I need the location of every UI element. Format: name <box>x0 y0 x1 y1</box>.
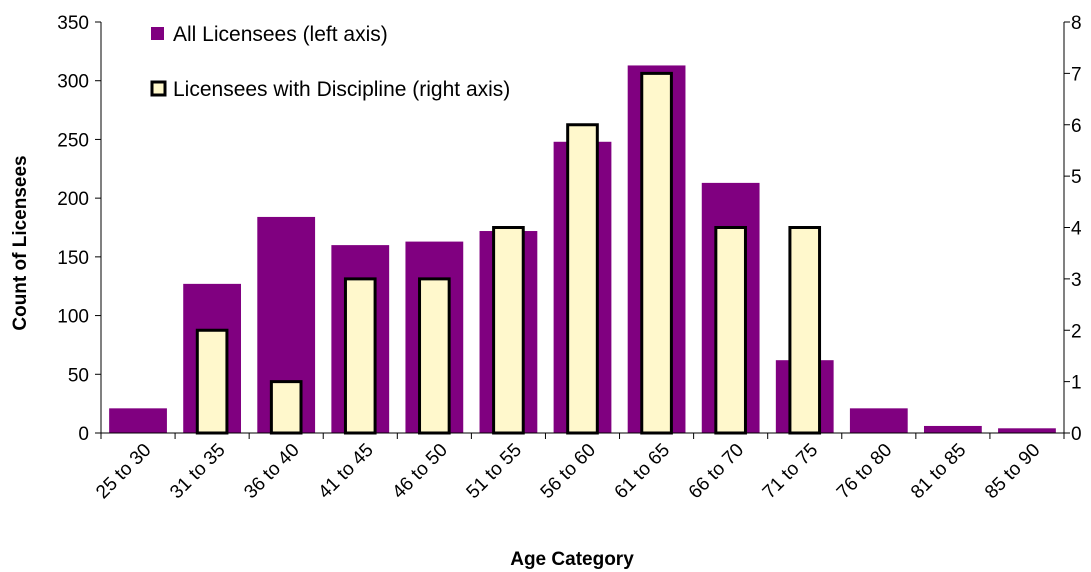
left-tick-label: 50 <box>68 365 89 386</box>
right-tick-label: 5 <box>1071 167 1082 188</box>
bar-discipline-5 <box>418 277 451 435</box>
legend: All Licensees (left axis) Licensees with… <box>150 23 510 101</box>
bar-discipline-4 <box>343 277 377 435</box>
left-tick-label: 250 <box>57 130 89 151</box>
right-tick-label: 7 <box>1071 64 1082 85</box>
x-tick-label: 41 to 45 <box>314 440 377 503</box>
x-tick-label: 56 to 60 <box>537 440 600 503</box>
y-axis-title: Count of Licensees <box>10 155 31 330</box>
x-tick-label: 71 to 75 <box>759 440 822 503</box>
right-tick-label: 0 <box>1071 424 1082 445</box>
right-tick-label: 8 <box>1071 13 1082 34</box>
x-tick-label: 61 to 65 <box>611 440 674 503</box>
bar-discipline-3 <box>269 380 303 435</box>
x-tick-label: 51 to 55 <box>463 440 526 503</box>
bar-discipline-10 <box>788 226 822 435</box>
left-tick-label: 350 <box>57 13 89 34</box>
bar-discipline-9 <box>714 226 747 435</box>
x-tick-label: 76 to 80 <box>833 440 896 503</box>
bar-all-licensees-1 <box>109 408 167 433</box>
left-tick-label: 200 <box>57 189 89 210</box>
x-tick-label: 25 to 30 <box>92 440 155 503</box>
bar-discipline-7 <box>566 123 599 435</box>
x-tick-label: 85 to 90 <box>981 440 1044 503</box>
left-tick-label: 300 <box>57 72 89 93</box>
axes <box>95 21 1070 439</box>
right-tick-label: 4 <box>1071 219 1082 240</box>
x-axis-title: Age Category <box>510 549 634 570</box>
bar-discipline-6 <box>492 226 525 435</box>
x-tick-label: 36 to 40 <box>240 440 303 503</box>
x-tick-label: 81 to 85 <box>907 440 970 503</box>
bar-all-licensees-11 <box>849 408 908 433</box>
legend-swatch-all-licensees <box>151 27 164 40</box>
left-tick-label: 100 <box>57 307 89 328</box>
x-tick-label: 31 to 35 <box>166 440 229 503</box>
legend-label-all-licensees: All Licensees (left axis) <box>173 23 388 46</box>
legend-label-discipline: Licensees with Discipline (right axis) <box>173 78 510 101</box>
x-tick-label: 46 to 50 <box>388 440 451 503</box>
bar-all-licensees-13 <box>998 428 1056 433</box>
bar-discipline-2 <box>195 328 229 435</box>
right-tick-label: 1 <box>1071 373 1082 394</box>
right-tick-label: 3 <box>1071 270 1082 291</box>
bar-discipline-8 <box>640 71 673 435</box>
left-tick-label: 0 <box>78 424 89 445</box>
legend-swatch-discipline <box>150 80 167 97</box>
right-tick-label: 6 <box>1071 116 1082 137</box>
bar-all-licensees-12 <box>923 425 982 433</box>
left-tick-label: 150 <box>57 248 89 269</box>
x-tick-label: 66 to 70 <box>685 440 748 503</box>
right-tick-label: 2 <box>1071 321 1082 342</box>
